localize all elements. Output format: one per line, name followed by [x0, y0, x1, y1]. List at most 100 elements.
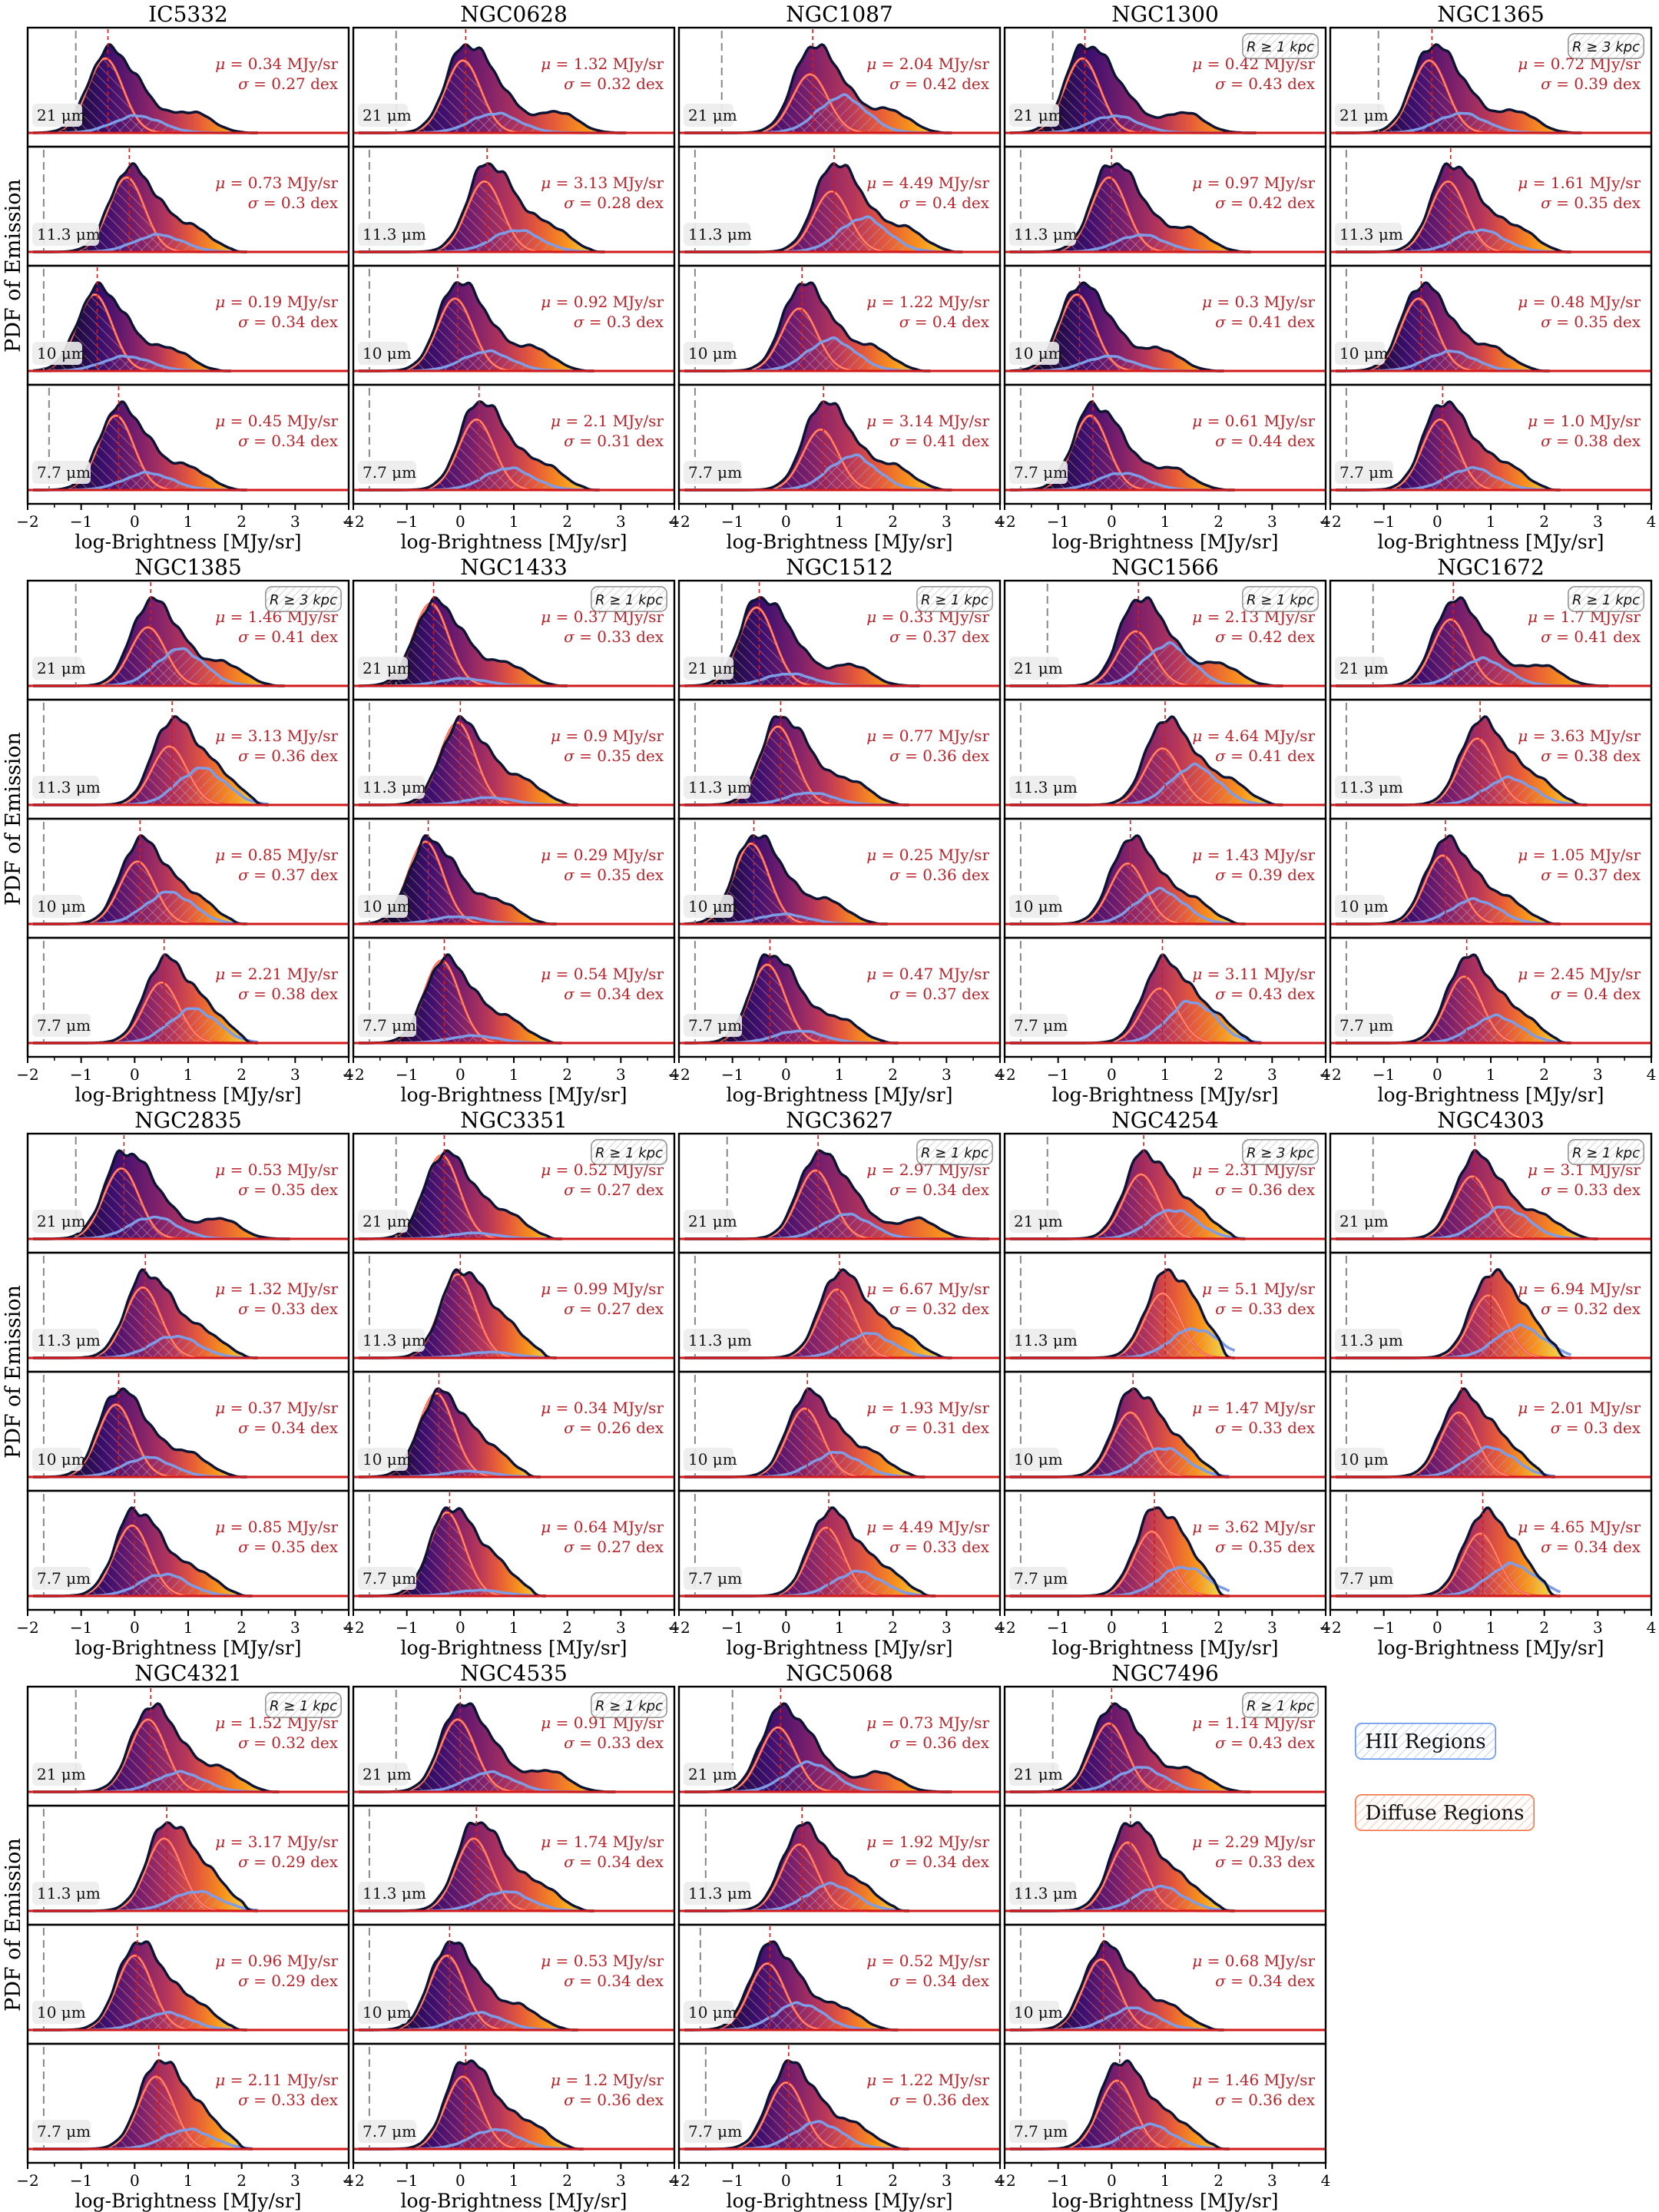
total-curve — [1010, 400, 1235, 492]
radius-cut-badge-overlay — [266, 1693, 341, 1717]
hii-hatch — [684, 1883, 909, 1911]
subplot-plot-area — [1005, 939, 1326, 1045]
diffuse-hatch — [33, 1168, 290, 1239]
mu-annotation: μ = 1.92 MJy/sr — [866, 1833, 989, 1851]
sigma-annotation: σ = 0.39 dex — [1541, 75, 1641, 93]
sigma-annotation: σ = 0.34 dex — [238, 432, 339, 450]
diffuse-hatch — [1336, 855, 1561, 924]
sigma-annotation: σ = 0.34 dex — [564, 1853, 664, 1871]
x-tick-label: −2 — [16, 512, 38, 531]
sigma-annotation: σ = 0.41 dex — [1215, 313, 1316, 331]
x-tick-label: −1 — [1047, 1618, 1069, 1637]
subplot-21um: μ = 1.32 MJy/sr σ = 0.32 dex 21 μm — [352, 26, 676, 148]
sigma-annotation: σ = 0.34 dex — [564, 985, 664, 1003]
legend-label-diffuse: Diffuse Regions — [1365, 1802, 1524, 1825]
band-label-box — [1009, 1210, 1059, 1233]
diffuse-hatch — [1010, 1412, 1230, 1477]
x-tick-label: −2 — [342, 512, 364, 531]
x-tick-label: −2 — [667, 1618, 690, 1637]
hii-hatch — [1010, 2124, 1230, 2149]
mu-annotation: μ = 0.48 MJy/sr — [1518, 293, 1641, 311]
band-label-box — [32, 2001, 82, 2024]
x-tick-label: 4 — [1647, 1065, 1657, 1084]
hii-hatch — [359, 678, 568, 686]
sigma-annotation: σ = 0.34 dex — [564, 1972, 664, 1990]
radius-cut-label: R ≥ 3 kpc — [270, 592, 337, 608]
hii-hatch — [1010, 1210, 1246, 1239]
x-tick-label: −2 — [1319, 1065, 1341, 1084]
x-tick-label: 1 — [835, 1618, 845, 1637]
x-tick-label: 2 — [562, 1618, 572, 1637]
distribution-fill — [684, 1151, 990, 1239]
sigma-annotation: σ = 0.3 dex — [248, 194, 339, 212]
band-label-box — [684, 1210, 733, 1233]
diffuse-hatch — [684, 191, 963, 252]
mu-annotation: μ = 3.62 MJy/sr — [1192, 1518, 1315, 1536]
mu-annotation: μ = 1.05 MJy/sr — [1518, 846, 1641, 864]
x-axis-label: log-Brightness [MJy/sr] — [1052, 531, 1279, 553]
sigma-annotation: σ = 0.34 dex — [1215, 1972, 1316, 1990]
subplot-11-3um: μ = 5.1 MJy/sr σ = 0.33 dex 11.3 μm — [1003, 1251, 1327, 1373]
x-axis: −2 −1 0 1 2 3 4 log-Brightness [MJy/sr] — [16, 1057, 353, 1106]
distribution-fill — [359, 1704, 616, 1792]
subplot-plot-area — [353, 1807, 674, 1912]
sigma-annotation: σ = 0.35 dex — [564, 747, 664, 765]
x-tick-label: 0 — [130, 512, 140, 531]
band-label-box — [1009, 895, 1059, 918]
band-label-box — [684, 657, 733, 680]
sigma-annotation: σ = 0.36 dex — [889, 866, 990, 884]
x-tick-label: 2 — [1214, 2171, 1224, 2190]
band-label-box — [1335, 1329, 1402, 1352]
subplot-21um: μ = 0.73 MJy/sr σ = 0.36 dex 21 μm — [677, 1685, 1002, 1807]
subplot-plot-area — [28, 1807, 349, 1912]
band-label: 10 μm — [1339, 1450, 1389, 1469]
band-label-box — [358, 223, 425, 246]
hii-hatch — [684, 94, 952, 133]
x-tick-label: 3 — [1267, 2171, 1277, 2190]
diffuse-hatch — [33, 1955, 247, 2030]
mu-annotation: μ = 0.53 MJy/sr — [215, 1161, 338, 1179]
sigma-annotation: σ = 0.34 dex — [238, 313, 339, 331]
diffuse-hatch — [359, 841, 557, 924]
diffuse-hatch — [33, 746, 269, 805]
galaxy-title: NGC1433 — [460, 555, 568, 580]
mu-annotation: μ = 0.68 MJy/sr — [1192, 1952, 1315, 1970]
hii-hatch — [359, 916, 557, 924]
sigma-annotation: σ = 0.35 dex — [1541, 194, 1641, 212]
subplot-10um: μ = 0.3 MJy/sr σ = 0.41 dex 10 μm — [1003, 264, 1327, 386]
x-axis-label: log-Brightness [MJy/sr] — [1378, 531, 1604, 553]
band-label-box — [1009, 461, 1068, 484]
band-label: 21 μm — [37, 106, 86, 124]
x-tick-label: 4 — [344, 1618, 354, 1637]
subplot-7-7um: μ = 0.45 MJy/sr σ = 0.34 dex 7.7 μm — [26, 383, 350, 505]
x-tick-label: 0 — [781, 1065, 791, 1084]
x-tick-label: −1 — [721, 1065, 743, 1084]
legend-item-hii: HII Regions — [1355, 1723, 1496, 1760]
diffuse-hatch — [1336, 1412, 1555, 1477]
x-tick-label: 3 — [1267, 1618, 1277, 1637]
mu-annotation: μ = 0.34 MJy/sr — [215, 55, 338, 73]
subplot-7-7um: μ = 2.21 MJy/sr σ = 0.38 dex 7.7 μm — [26, 936, 350, 1058]
radius-cut-badge-overlay — [1568, 34, 1644, 58]
sigma-annotation: σ = 0.36 dex — [889, 1734, 990, 1752]
distribution-fill — [1010, 164, 1251, 252]
band-label: 11.3 μm — [688, 778, 752, 796]
sigma-annotation: σ = 0.33 dex — [238, 1300, 339, 1318]
x-tick-label: −1 — [1373, 1618, 1395, 1637]
band-label-box — [32, 104, 82, 127]
band-label: 21 μm — [363, 106, 412, 124]
band-label: 10 μm — [688, 344, 737, 363]
x-tick-label: 3 — [1267, 512, 1277, 531]
subplot-7-7um: μ = 3.11 MJy/sr σ = 0.43 dex 7.7 μm — [1003, 936, 1327, 1058]
diffuse-hatch — [359, 1274, 557, 1358]
band-label: 11.3 μm — [688, 1884, 752, 1902]
band-label: 11.3 μm — [1014, 778, 1078, 796]
x-axis: −2 −1 0 1 2 3 4 log-Brightness [MJy/sr] — [993, 504, 1330, 553]
x-tick-label: −1 — [1373, 1065, 1395, 1084]
band-label-box — [1009, 1329, 1076, 1352]
x-tick-label: 0 — [455, 1065, 465, 1084]
mu-annotation: μ = 1.32 MJy/sr — [215, 1280, 338, 1298]
